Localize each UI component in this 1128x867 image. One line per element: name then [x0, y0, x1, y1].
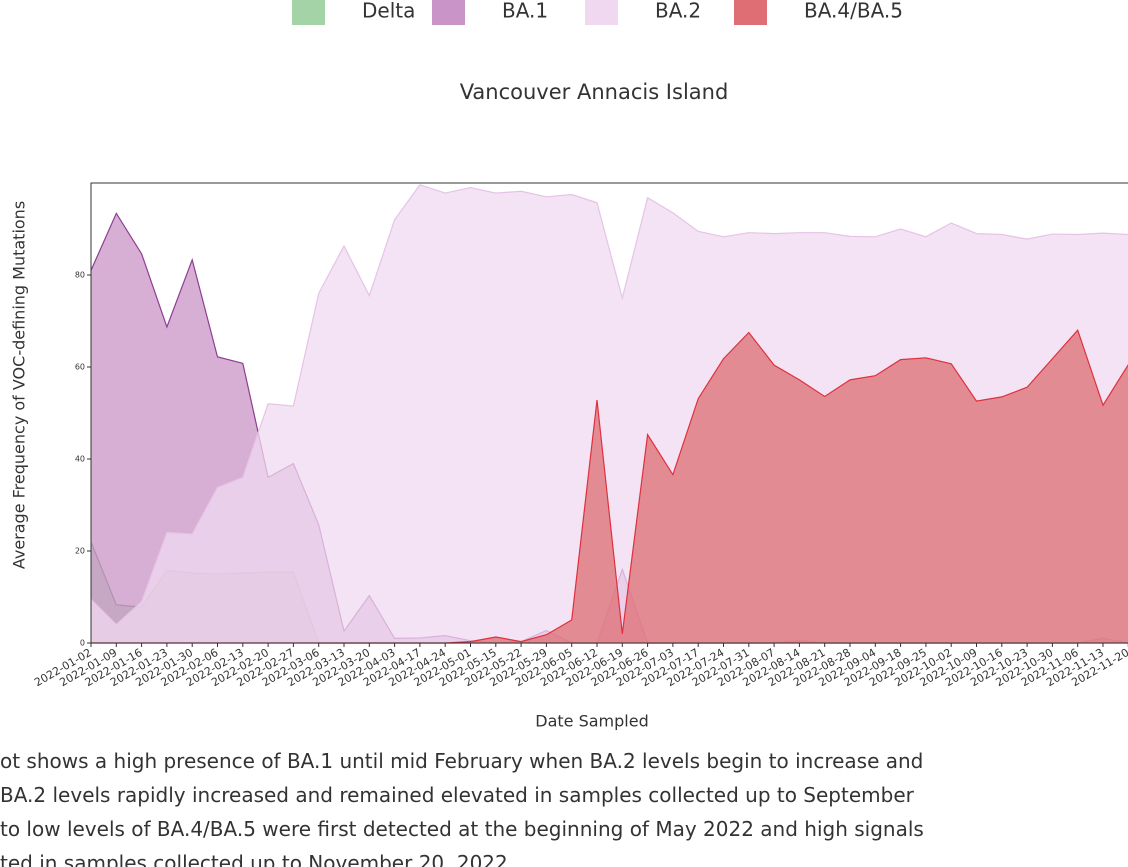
legend-label: BA.1 — [502, 0, 548, 23]
y-tick-label: 60 — [75, 363, 85, 372]
plot-frame — [90, 182, 1128, 644]
chart: Vancouver Annacis Island Date Sampled Av… — [10, 0, 1128, 731]
y-tick-label: 40 — [75, 455, 85, 464]
legend-swatch — [432, 0, 465, 25]
caption-line: BA.2 levels rapidly increased and remain… — [0, 783, 914, 807]
legend-swatch — [734, 0, 767, 25]
legend-label: BA.4/BA.5 — [804, 0, 903, 23]
y-tick-label: 80 — [75, 271, 85, 280]
y-axis-label: Average Frequency of VOC-defining Mutati… — [10, 201, 29, 569]
caption-line: ot shows a high presence of BA.1 until m… — [0, 749, 924, 773]
caption-line: ted in samples collected up to November … — [0, 851, 515, 867]
chart-title: Vancouver Annacis Island — [460, 80, 729, 104]
legend-label: BA.2 — [655, 0, 701, 23]
legend-swatch — [292, 0, 325, 25]
area-outline — [90, 184, 1128, 626]
y-tick-label: 20 — [75, 547, 85, 556]
area — [91, 330, 1128, 643]
legend-swatch — [585, 0, 618, 25]
x-axis-label: Date Sampled — [535, 712, 648, 731]
y-tick-label: 0 — [80, 639, 85, 648]
caption: ot shows a high presence of BA.1 until m… — [0, 744, 1128, 867]
caption-line: to low levels of BA.4/BA.5 were first de… — [0, 817, 924, 841]
legend-label: Delta — [362, 0, 415, 23]
